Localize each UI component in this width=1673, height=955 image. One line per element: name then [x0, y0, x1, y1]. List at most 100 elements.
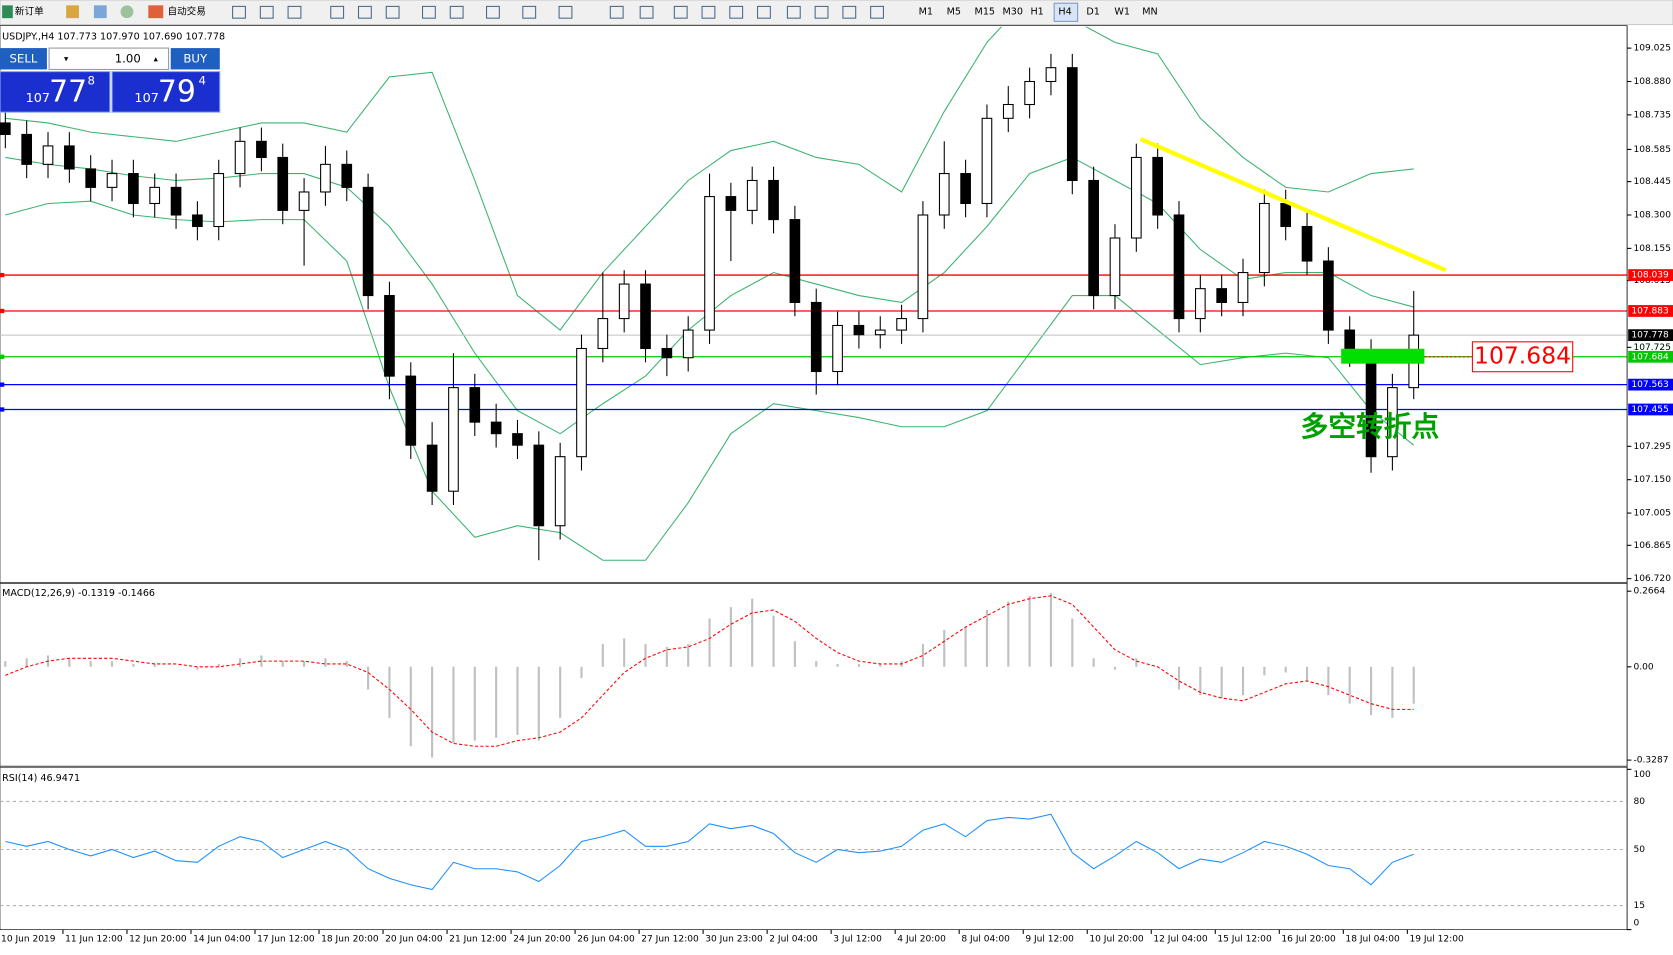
toolbar-icon[interactable] — [870, 5, 884, 19]
toolbar-icon[interactable] — [757, 5, 771, 19]
x-tick-label: 12 Jun 20:00 — [129, 935, 187, 945]
candle-body — [448, 387, 459, 492]
new-order-button[interactable]: 新订单 — [15, 6, 44, 18]
timeframe-button[interactable]: M5 — [947, 7, 961, 18]
timeframe-button[interactable]: H4 — [1058, 7, 1071, 18]
candle-body — [1088, 179, 1099, 297]
sell-label[interactable]: SELL — [10, 51, 38, 65]
buy-button[interactable] — [170, 48, 220, 70]
sell-button[interactable] — [0, 48, 47, 70]
candle-body — [277, 156, 289, 211]
lot-value[interactable]: 1.00 — [115, 51, 141, 65]
x-tick-label: 24 Jun 20:00 — [513, 935, 571, 945]
candle-body — [618, 283, 630, 320]
level-label: 108.039 — [1631, 271, 1669, 281]
candle-body — [1152, 156, 1163, 216]
candle-body — [682, 329, 694, 359]
one-click-panel: SELL ▾ 1.00 ▴ BUY 107 77 8 107 79 4 — [0, 47, 221, 113]
candle-body — [576, 347, 587, 458]
candle-body — [832, 324, 843, 373]
candle-body — [661, 347, 673, 359]
toolbar-icon[interactable] — [287, 5, 302, 19]
timeframe-button[interactable]: M1 — [919, 7, 933, 18]
toolbar-icon[interactable] — [639, 5, 654, 19]
candle-body — [405, 375, 417, 446]
x-tick-label: 15 Jul 12:00 — [1217, 935, 1272, 945]
tool-icon[interactable] — [93, 5, 107, 19]
ask-box[interactable] — [111, 71, 221, 113]
bid-box[interactable] — [0, 71, 111, 113]
ask-pip: 4 — [198, 74, 205, 88]
timeframe-button[interactable]: D1 — [1086, 7, 1099, 18]
toolbar-icon[interactable] — [357, 5, 372, 19]
candle-body — [320, 163, 331, 193]
callout-box — [1471, 341, 1574, 373]
lot-input[interactable] — [48, 47, 170, 70]
lot-up[interactable]: ▴ — [154, 54, 159, 64]
toolbar-icon[interactable] — [786, 5, 801, 19]
candle-body — [1173, 214, 1185, 320]
x-tick-label: 18 Jun 20:00 — [321, 935, 379, 945]
bollinger-lower — [5, 200, 1415, 561]
rsi-line — [5, 813, 1414, 891]
toolbar-icon[interactable] — [259, 5, 274, 19]
candle-body — [640, 283, 651, 350]
y-tick-label: 50 — [1634, 845, 1646, 855]
toolbar-icon[interactable] — [421, 5, 436, 19]
toolbar-icon[interactable] — [673, 5, 688, 19]
y-tick-label: 108.735 — [1634, 110, 1671, 120]
toolbar-icon[interactable] — [330, 5, 345, 19]
level-label: 107.684 — [1631, 352, 1669, 362]
toolbar-icon[interactable] — [558, 5, 573, 19]
toolbar-icon[interactable] — [232, 5, 246, 19]
auto-trading-button[interactable]: 自动交易 — [168, 6, 206, 18]
chart-title: USDJPY.,H4 107.773 107.970 107.690 107.7… — [2, 31, 225, 42]
buy-label[interactable]: BUY — [183, 51, 208, 65]
level-marker — [0, 308, 5, 314]
y-tick-label: 108.445 — [1634, 177, 1671, 187]
candle-body — [1301, 225, 1313, 262]
toolbar-icon[interactable] — [385, 5, 400, 19]
toolbar-icon[interactable] — [486, 5, 500, 19]
timeframe-button[interactable]: H1 — [1030, 7, 1043, 18]
timeframe-button[interactable]: W1 — [1114, 7, 1130, 18]
timeframe-button[interactable]: MN — [1142, 7, 1157, 18]
candle-body — [0, 122, 11, 135]
toolbar-icon[interactable] — [701, 5, 716, 19]
callout-label: 107.684 — [1474, 341, 1571, 369]
candle-body — [149, 186, 161, 205]
x-tick-label: 11 Jun 12:00 — [65, 935, 123, 945]
x-tick-label: 4 Jul 20:00 — [897, 935, 946, 945]
price-plot — [0, 26, 1628, 561]
lot-down[interactable]: ▾ — [64, 54, 69, 64]
toolbar-icon[interactable] — [449, 5, 464, 19]
trendline — [1139, 137, 1447, 273]
x-tick-label: 18 Jul 04:00 — [1345, 935, 1400, 945]
auto-trading-icon[interactable] — [148, 5, 164, 19]
bid-main: 77 — [49, 74, 87, 109]
candle-body — [426, 444, 438, 492]
macd-signal — [5, 595, 1414, 747]
x-tick-label: 14 Jun 04:00 — [193, 935, 251, 945]
y-tick-label: -0.3287 — [1634, 756, 1669, 766]
candle-body — [85, 168, 97, 188]
toolbar-icon[interactable] — [522, 5, 537, 19]
new-order-icon[interactable] — [2, 5, 13, 19]
toolbar-icon[interactable] — [842, 5, 857, 19]
y-tick-label: 107.005 — [1634, 509, 1671, 519]
timeframe-button[interactable]: M15 — [975, 7, 995, 18]
x-tick-label: 10 Jul 20:00 — [1089, 935, 1144, 945]
candle-body — [1216, 288, 1228, 303]
tool-icon[interactable] — [66, 5, 79, 19]
candle-body — [512, 433, 523, 446]
toolbar-icon[interactable] — [729, 5, 744, 19]
toolbar-icon[interactable] — [814, 5, 829, 19]
y-tick-label: 0 — [1634, 919, 1640, 929]
toolbar-icon[interactable] — [609, 5, 624, 19]
y-tick-label: 106.865 — [1634, 541, 1671, 551]
current-price-bg — [1628, 329, 1673, 342]
tool-icon[interactable] — [120, 5, 134, 19]
y-tick-label: 106.720 — [1634, 574, 1672, 584]
macd-title: MACD(12,26,9) -0.1319 -0.1466 — [2, 588, 155, 599]
timeframe-button[interactable]: M30 — [1003, 7, 1023, 18]
